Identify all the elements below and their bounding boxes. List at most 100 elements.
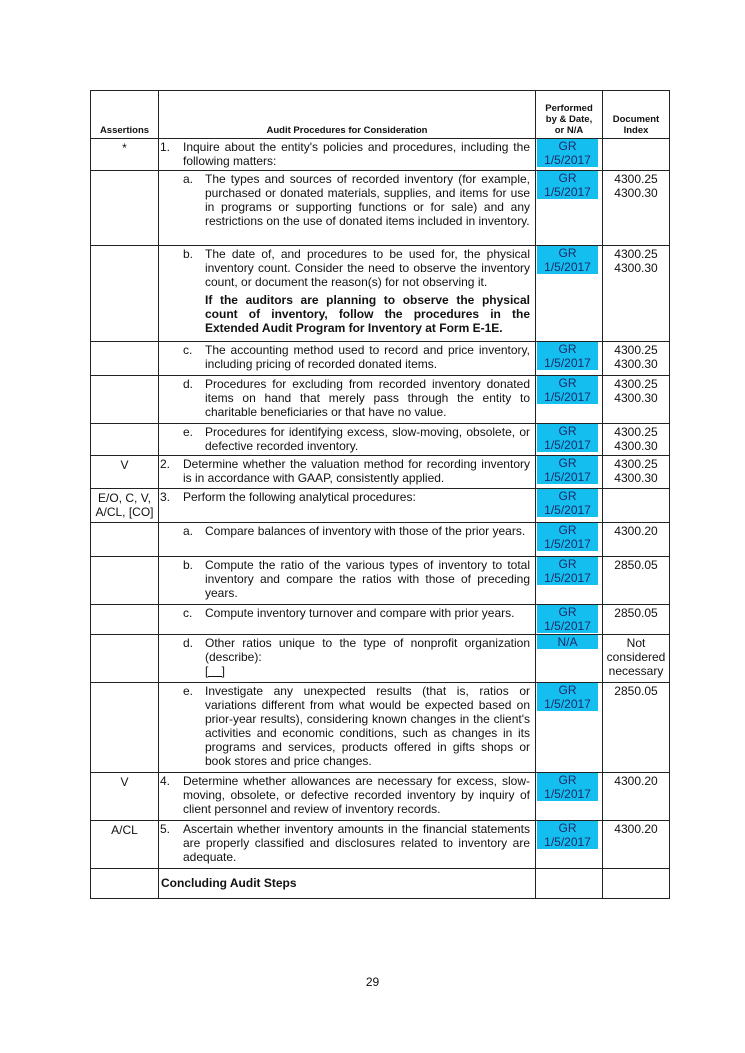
assertion-cell: E/O, C, V, A/CL, [CO]	[90, 488, 159, 523]
item-number: 5.	[159, 822, 183, 864]
document-index-ref: 4300.30	[614, 439, 658, 453]
table-row: c. The accounting method used to record a…	[90, 341, 670, 376]
assertion-cell	[90, 170, 159, 246]
procedure-text: Investigate any unexpected results (that…	[205, 684, 530, 768]
procedure-description: The accounting method used to record and…	[205, 343, 530, 371]
item-number-label: 4.	[160, 774, 171, 788]
header-procedures: Audit Procedures for Consideration	[158, 90, 536, 139]
procedure-item: 5. Ascertain whether inventory amounts in…	[159, 822, 530, 864]
table-row: a. Compare balances of inventory with tho…	[90, 522, 670, 557]
table-row: d. Other ratios unique to the type of non…	[90, 634, 670, 683]
item-number: e.	[159, 684, 205, 768]
procedure-item: e. Procedures for identifying excess, slo…	[159, 425, 530, 453]
procedure-cell: d. Procedures for excluding from recorded…	[158, 375, 536, 424]
performed-signoff-highlight: GR 1/5/2017	[537, 489, 598, 517]
document-index-ref: 4300.25	[614, 172, 658, 186]
document-index-cell: 4300.25 4300.30	[602, 375, 670, 424]
item-number: 4.	[159, 774, 183, 816]
procedure-cell: b. The date of, and procedures to be used…	[158, 245, 536, 342]
document-index-cell	[602, 488, 670, 523]
performed-cell: GR 1/5/2017	[535, 772, 603, 821]
table-row: e. Procedures for identifying excess, slo…	[90, 423, 670, 456]
performed-cell: GR 1/5/2017	[535, 820, 603, 869]
document-index-ref: necessary	[608, 664, 664, 678]
assertion-cell	[90, 556, 159, 605]
item-number-label: b.	[183, 558, 194, 572]
document-index-cell: 2850.05	[602, 556, 670, 605]
item-number-label: e.	[183, 425, 194, 439]
procedure-description: The date of, and procedures to be used f…	[205, 247, 530, 289]
performed-line: 1/5/2017	[544, 470, 591, 484]
procedure-cell: 2. Determine whether the valuation method…	[158, 455, 536, 489]
document-index-ref: 4300.25	[614, 247, 658, 261]
document-index-cell: 4300.25 4300.30	[602, 170, 670, 246]
procedure-description: Ascertain whether inventory amounts in t…	[183, 822, 530, 864]
procedure-description: Inquire about the entity's policies and …	[183, 140, 530, 168]
procedure-text: Inquire about the entity's policies and …	[183, 140, 530, 168]
performed-cell: GR 1/5/2017	[535, 375, 603, 424]
performed-cell: GR 1/5/2017	[535, 682, 603, 773]
performed-line: GR	[558, 821, 577, 835]
table-row: V 2. Determine whether the valuation metho…	[90, 455, 670, 489]
item-number-label: c.	[183, 606, 193, 620]
procedure-description: Compute inventory turnover and compare w…	[205, 606, 515, 620]
performed-signoff-highlight: GR 1/5/2017	[537, 523, 598, 551]
performed-line: GR	[558, 342, 577, 356]
document-index-cell: 4300.20	[602, 820, 670, 869]
procedure-text: Compute the ratio of the various types o…	[205, 558, 530, 600]
item-number-label: a.	[183, 524, 194, 538]
procedure-cell: 4. Determine whether allowances are neces…	[158, 772, 536, 821]
item-number-label: 2.	[160, 457, 171, 471]
item-number: 2.	[159, 457, 183, 485]
performed-line: GR	[558, 139, 577, 153]
procedure-description: Determine whether allowances are necessa…	[183, 774, 530, 816]
performed-signoff-highlight: GR 1/5/2017	[537, 342, 598, 370]
document-index-ref: 2850.05	[614, 684, 658, 698]
procedure-item: 2. Determine whether the valuation method…	[159, 457, 530, 485]
document-index-ref: 4300.25	[614, 343, 658, 357]
item-number: b.	[159, 247, 205, 335]
performed-cell: GR 1/5/2017	[535, 423, 603, 456]
item-number-label: 5.	[160, 822, 171, 836]
performed-cell: N/A	[535, 634, 603, 683]
table-row: e. Investigate any unexpected results (th…	[90, 682, 670, 773]
performed-line: GR	[558, 489, 577, 503]
procedure-description: The types and sources of recorded invent…	[205, 172, 530, 228]
item-number: a.	[159, 172, 205, 228]
performed-line: 1/5/2017	[544, 619, 591, 633]
performed-line: 1/5/2017	[544, 185, 591, 199]
procedure-item: a. The types and sources of recorded inve…	[159, 172, 530, 228]
item-number-label: d.	[183, 377, 194, 391]
performed-signoff-highlight: GR 1/5/2017	[537, 376, 598, 404]
document-index-ref: 4300.25	[614, 425, 658, 439]
document-index-ref: 4300.30	[614, 357, 658, 371]
procedure-item: c. Compute inventory turnover and compare…	[159, 606, 530, 620]
procedure-item: a. Compare balances of inventory with tho…	[159, 524, 530, 538]
procedure-cell: 1. Inquire about the entity's policies an…	[158, 138, 536, 171]
performed-line: GR	[558, 773, 577, 787]
procedure-text: Ascertain whether inventory amounts in t…	[183, 822, 530, 864]
performed-cell: GR 1/5/2017	[535, 556, 603, 605]
performed-line: 1/5/2017	[544, 571, 591, 585]
performed-line: GR	[558, 424, 577, 438]
procedure-description: Procedures for identifying excess, slow-…	[205, 425, 530, 453]
item-number: d.	[159, 636, 205, 678]
performed-cell: GR 1/5/2017	[535, 455, 603, 489]
assertion-cell	[90, 423, 159, 456]
assertion-cell	[90, 682, 159, 773]
procedure-text: The accounting method used to record and…	[205, 343, 530, 371]
item-number-label: e.	[183, 684, 194, 698]
document-index-cell: 4300.20	[602, 522, 670, 557]
performed-signoff-highlight: GR 1/5/2017	[537, 246, 598, 274]
assertion-cell: V	[90, 455, 159, 489]
item-number-label: 1.	[160, 140, 171, 154]
item-number-label: c.	[183, 343, 193, 357]
procedure-item: c. The accounting method used to record a…	[159, 343, 530, 371]
item-number: d.	[159, 377, 205, 419]
document-index-cell: 4300.20	[602, 772, 670, 821]
table-row: a. The types and sources of recorded inve…	[90, 170, 670, 246]
describe-blank-field[interactable]: [ ]	[205, 664, 226, 678]
procedure-description: Investigate any unexpected results (that…	[205, 684, 530, 768]
assertion-cell	[90, 522, 159, 557]
page-number: 29	[365, 975, 380, 989]
